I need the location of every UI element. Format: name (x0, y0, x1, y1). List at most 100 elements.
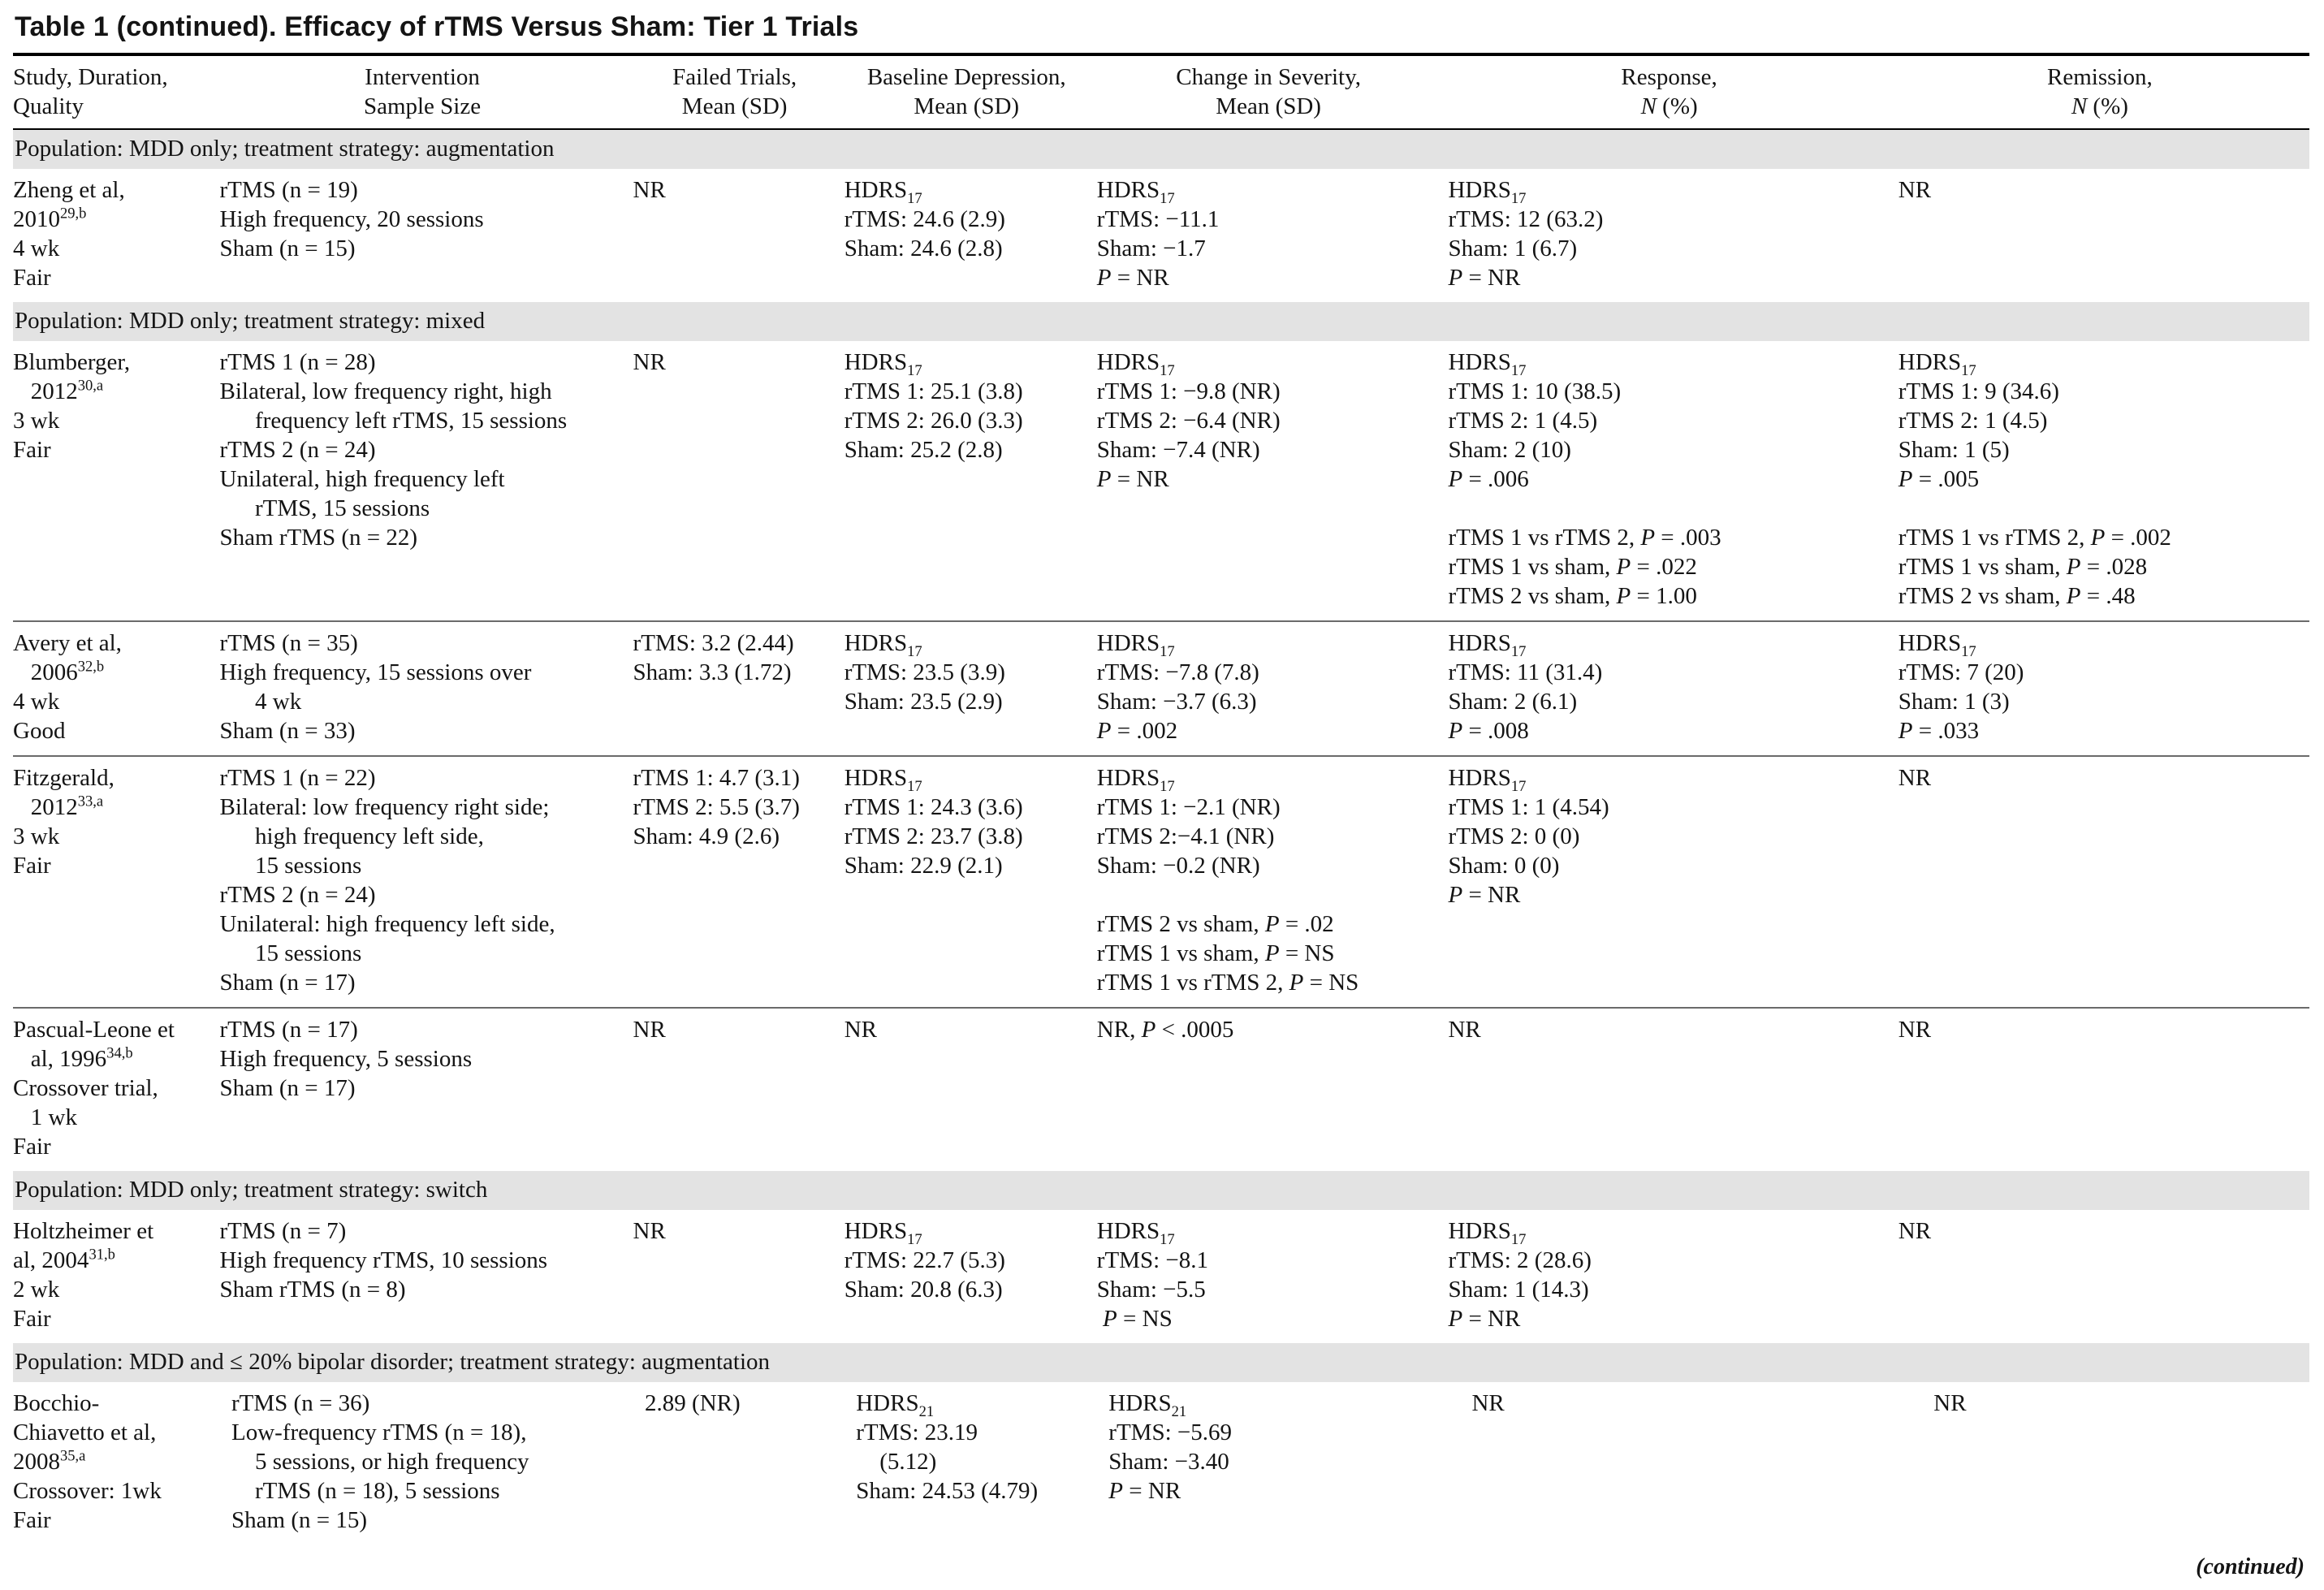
text-line: rTMS 1: 4.7 (3.1) (633, 765, 800, 791)
text-line: rTMS 1: −2.1 (NR) (1096, 794, 1281, 820)
text-line: Holtzheimer et (13, 1218, 154, 1244)
text-line: HDRS17 (1096, 349, 1175, 379)
text-line: NR (633, 1017, 666, 1043)
text-line: P = NR (1108, 1478, 1181, 1504)
text-line: HDRS17 (1448, 349, 1527, 379)
text-line: Quality (13, 93, 84, 119)
text-line: rTMS 2:−4.1 (NR) (1096, 823, 1275, 849)
cell-change: HDRS17 rTMS: −8.1 Sham: −5.5 P = NS (1097, 1210, 1449, 1343)
cell-baseline: NR (845, 1008, 1097, 1171)
text-line: Chiavetto et al, (13, 1419, 157, 1445)
text-line: rTMS 1 vs sham, P = .028 (1898, 554, 2148, 580)
text-line: P = NR (1448, 265, 1521, 291)
text-line: Fitzgerald, (13, 765, 114, 791)
cell-study: Bocchio- Chiavetto et al, 200835,a Crossove… (13, 1382, 220, 1545)
text-line: rTMS: 3.2 (2.44) (633, 630, 794, 656)
text-line: Study, Duration, (13, 64, 168, 90)
text-line: HDRS17 (844, 630, 922, 660)
text-line: rTMS 1: 24.3 (3.6) (844, 794, 1023, 820)
text-line: High frequency rTMS, 10 sessions (219, 1247, 548, 1273)
cell-study: Zheng et al, 201029,b 4 wk Fair (13, 169, 220, 302)
cell-failed_trials: rTMS: 3.2 (2.44) Sham: 3.3 (1.72) (633, 621, 845, 756)
column-header-remission: Remission, N (%) (1899, 56, 2309, 129)
text-line: rTMS (n = 35) (219, 630, 358, 656)
text-line: Sham: 0 (0) (1448, 853, 1560, 879)
text-line: P = .006 (1448, 466, 1529, 492)
cell-intervention: rTMS (n = 17) High frequency, 5 sessions S… (220, 1008, 633, 1171)
cell-intervention: rTMS 1 (n = 22) Bilateral: low frequency … (220, 756, 633, 1008)
cell-intervention: rTMS (n = 35) High frequency, 15 sessions… (220, 621, 633, 756)
text-line: 5 sessions, or high frequency (219, 1449, 529, 1475)
cell-failed_trials: NR (633, 169, 845, 302)
section-row: Population: MDD only; treatment strategy… (13, 1171, 2309, 1210)
text-line: rTMS, 15 sessions (219, 495, 430, 521)
cell-intervention: rTMS (n = 7) High frequency rTMS, 10 sess… (220, 1210, 633, 1343)
cell-baseline: HDRS17 rTMS 1: 25.1 (3.8) rTMS 2: 26.0 (3.… (845, 341, 1097, 621)
text-line (1899, 494, 2296, 523)
section-label: Population: MDD only; treatment strategy… (13, 302, 2309, 341)
text-line: P = NR (1096, 265, 1169, 291)
text-line: al, 200431,b (13, 1246, 115, 1273)
text-line: rTMS 1 (n = 22) (219, 765, 376, 791)
text-line: Mean (SD) (914, 93, 1020, 119)
text-line: Response, (1621, 64, 1717, 90)
text-line: Sham: 1 (3) (1898, 689, 2010, 715)
text-line: rTMS 1 vs rTMS 2, P = NS (1096, 970, 1359, 996)
text-line: HDRS17 (1096, 1218, 1175, 1248)
cell-change: HDRS21 rTMS: −5.69 Sham: −3.40 P = NR (1097, 1382, 1449, 1545)
text-line: rTMS: 22.7 (5.3) (844, 1247, 1005, 1273)
study-row: Avery et al, 200632,b 4 wk Good rTMS (n = 3… (13, 621, 2309, 756)
text-line: Sham (n = 17) (219, 970, 356, 996)
cell-change: HDRS17 rTMS: −7.8 (7.8) Sham: −3.7 (6.3) P … (1097, 621, 1449, 756)
text-line: Sham: 24.6 (2.8) (844, 235, 1003, 261)
study-row: Bocchio- Chiavetto et al, 200835,a Crossove… (13, 1382, 2309, 1545)
text-line: (5.12) (844, 1449, 937, 1475)
text-line: NR (633, 1218, 666, 1244)
text-line: Sham: 3.3 (1.72) (633, 659, 792, 685)
text-line: rTMS 1 vs sham, P = NS (1096, 940, 1335, 966)
text-line: Failed Trials, (672, 64, 797, 90)
cell-response: NR (1448, 1382, 1898, 1545)
text-line: NR (633, 349, 666, 375)
column-header-response: Response, N (%) (1448, 56, 1898, 129)
text-line: rTMS 2 vs sham, P = .48 (1898, 583, 2136, 609)
text-line: rTMS: −11.1 (1096, 206, 1220, 232)
text-line: Sham: 23.5 (2.9) (844, 689, 1003, 715)
study-row: Holtzheimer et al, 200431,b 2 wk Fair rTMS (… (13, 1210, 2309, 1343)
cell-intervention: rTMS 1 (n = 28) Bilateral, low frequency … (220, 341, 633, 621)
text-line: P = NR (1448, 1306, 1521, 1332)
text-line: rTMS 1 vs sham, P = .022 (1448, 554, 1697, 580)
text-line: 2 wk (13, 1277, 60, 1303)
text-line (1097, 880, 1436, 909)
text-line: NR (1448, 1390, 1505, 1416)
text-line: P = NR (1096, 466, 1169, 492)
cell-change: NR, P < .0005 (1097, 1008, 1449, 1171)
text-line: N (%) (2071, 93, 2128, 119)
text-line: rTMS 2: 5.5 (3.7) (633, 794, 800, 820)
cell-study: Fitzgerald, 201233,a 3 wk Fair (13, 756, 220, 1008)
cell-study: Holtzheimer et al, 200431,b 2 wk Fair (13, 1210, 220, 1343)
text-line: P = .005 (1898, 466, 1980, 492)
text-line: Sham (n = 17) (219, 1075, 356, 1101)
text-line: Sham: −5.5 (1096, 1277, 1206, 1303)
text-line: Low-frequency rTMS (n = 18), (219, 1419, 527, 1445)
text-line: HDRS17 (844, 177, 922, 207)
text-line: Fair (13, 1507, 51, 1533)
efficacy-table: Study, Duration, Quality Intervention Sampl… (13, 56, 2309, 1545)
text-line: 4 wk (13, 235, 60, 261)
text-line (1448, 494, 1885, 523)
cell-failed_trials: rTMS 1: 4.7 (3.1) rTMS 2: 5.5 (3.7) Sham: … (633, 756, 845, 1008)
text-line: HDRS17 (1898, 630, 1976, 660)
text-line: Sham (n = 15) (219, 1507, 367, 1533)
text-line: High frequency, 15 sessions over (219, 659, 532, 685)
text-line: rTMS 1: 25.1 (3.8) (844, 378, 1023, 404)
text-line: Crossover: 1wk (13, 1478, 162, 1504)
section-label: Population: MDD only; treatment strategy… (13, 1171, 2309, 1210)
cell-remission: NR (1899, 1210, 2309, 1343)
text-line: HDRS17 (844, 349, 922, 379)
text-line: 200632,b (13, 658, 105, 685)
text-line: HDRS17 (1096, 630, 1175, 660)
text-line: Fair (13, 1134, 51, 1160)
text-line: Mean (SD) (681, 93, 788, 119)
text-line: HDRS17 (1096, 765, 1175, 795)
